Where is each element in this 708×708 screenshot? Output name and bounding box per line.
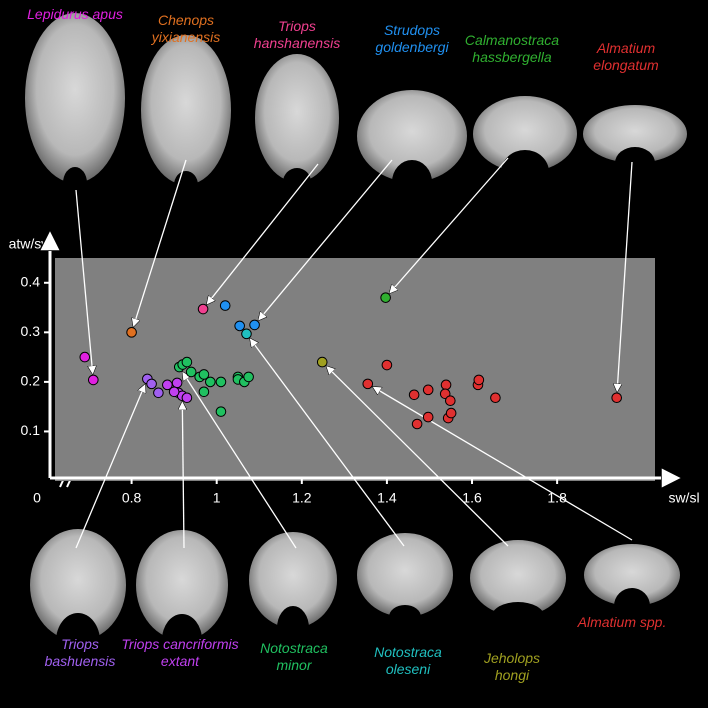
x-tick-label: 1.2 — [292, 490, 312, 506]
carapace-shape — [473, 96, 577, 172]
taxon-label: Triops hanshanensis — [253, 18, 341, 51]
carapace-shape — [249, 532, 337, 628]
carapace-shape — [136, 530, 228, 640]
pointer-arrow — [373, 387, 633, 541]
carapace-shape — [584, 544, 680, 606]
data-point — [171, 377, 183, 389]
carapace-notch — [492, 602, 544, 630]
carapace-shape — [583, 105, 687, 163]
carapace-notch — [277, 606, 309, 650]
data-point — [243, 371, 254, 383]
data-point — [445, 395, 456, 407]
carapace-shape — [357, 533, 453, 617]
data-point — [241, 328, 252, 340]
taxon-label: Calmanostraca hassbergella — [464, 32, 560, 65]
data-point — [197, 303, 209, 315]
pointer-arrow — [207, 163, 319, 304]
data-point — [422, 411, 434, 423]
data-point — [198, 369, 210, 380]
pointer-arrow — [75, 384, 145, 549]
data-point — [181, 392, 193, 404]
taxon-label: Chenops yixianensis — [151, 12, 221, 45]
x-tick-label: 1.8 — [547, 490, 567, 506]
pointer-arrow — [75, 189, 93, 374]
carapace-shape — [141, 35, 231, 185]
x-tick-label: 1 — [213, 490, 221, 506]
pointer-arrow — [617, 161, 633, 392]
y-tick-label: 0.2 — [21, 373, 41, 389]
pointer-arrow — [183, 372, 297, 549]
carapace-notch — [63, 167, 87, 199]
data-point — [362, 378, 374, 390]
data-point — [168, 386, 180, 398]
taxon-label: Notostraca oleseni — [374, 644, 442, 677]
taxon-label: Lepidurus apus — [27, 6, 123, 22]
carapace-notch — [389, 605, 421, 629]
carapace-notch — [283, 168, 311, 196]
pointer-arrow — [182, 402, 184, 549]
data-point — [162, 379, 173, 391]
x-tick-label: 1.4 — [377, 490, 397, 506]
taxon-label: Triops cancriformis extant — [121, 636, 239, 669]
carapace-shape — [30, 529, 126, 641]
data-point — [490, 392, 501, 404]
data-point — [87, 374, 99, 386]
taxon-label: Almatium spp. — [577, 614, 667, 630]
data-point — [126, 327, 137, 338]
data-point — [473, 374, 485, 386]
data-point — [316, 356, 328, 368]
taxon-label: Almatium elongatum — [593, 40, 659, 73]
x-tick-label: 0.8 — [122, 490, 142, 506]
data-point — [445, 407, 457, 419]
carapace-notch — [392, 160, 432, 204]
data-point — [234, 320, 245, 332]
data-point — [198, 386, 210, 398]
taxon-label: Jeholops hongi — [483, 650, 541, 683]
data-point — [611, 392, 623, 404]
carapace-shape — [357, 90, 467, 182]
pointer-arrow — [326, 366, 509, 547]
data-point — [215, 376, 227, 388]
data-point — [215, 406, 227, 417]
carapace-shape — [470, 540, 566, 616]
carapace-notch — [614, 588, 650, 624]
carapace-notch — [615, 147, 655, 179]
y-axis-label: atw/sw — [9, 236, 53, 252]
x-break-label: 0 — [33, 490, 41, 506]
pointer-arrow — [258, 159, 393, 320]
data-point — [219, 300, 231, 311]
y-tick-label: 0.1 — [21, 422, 41, 438]
carapace-notch — [56, 613, 100, 669]
x-tick-label: 1.6 — [462, 490, 482, 506]
carapace-notch — [501, 150, 549, 194]
pointer-arrow — [390, 157, 509, 293]
data-point — [146, 378, 157, 390]
data-point — [440, 379, 452, 391]
data-point — [381, 359, 393, 371]
pointer-arrow — [133, 159, 187, 327]
plot-area — [55, 258, 655, 481]
data-point — [422, 384, 434, 396]
data-point — [408, 389, 420, 401]
carapace-shape — [25, 13, 125, 183]
data-point — [153, 387, 164, 399]
data-point — [249, 319, 260, 331]
data-point — [79, 351, 91, 363]
x-axis-label: sw/sl — [668, 490, 699, 506]
pointer-arrow — [250, 339, 405, 547]
data-point — [185, 366, 197, 378]
carapace-notch — [162, 614, 202, 666]
data-point — [411, 418, 423, 430]
taxon-label: Strudops goldenbergi — [375, 22, 449, 55]
taxon-label: Notostraca minor — [260, 640, 328, 673]
carapace-shape — [255, 54, 339, 182]
y-tick-label: 0.4 — [21, 273, 41, 289]
data-point — [205, 376, 216, 388]
taxon-label: Triops bashuensis — [44, 636, 116, 669]
y-tick-label: 0.3 — [21, 323, 41, 339]
data-point — [380, 292, 391, 303]
data-point — [181, 356, 193, 368]
